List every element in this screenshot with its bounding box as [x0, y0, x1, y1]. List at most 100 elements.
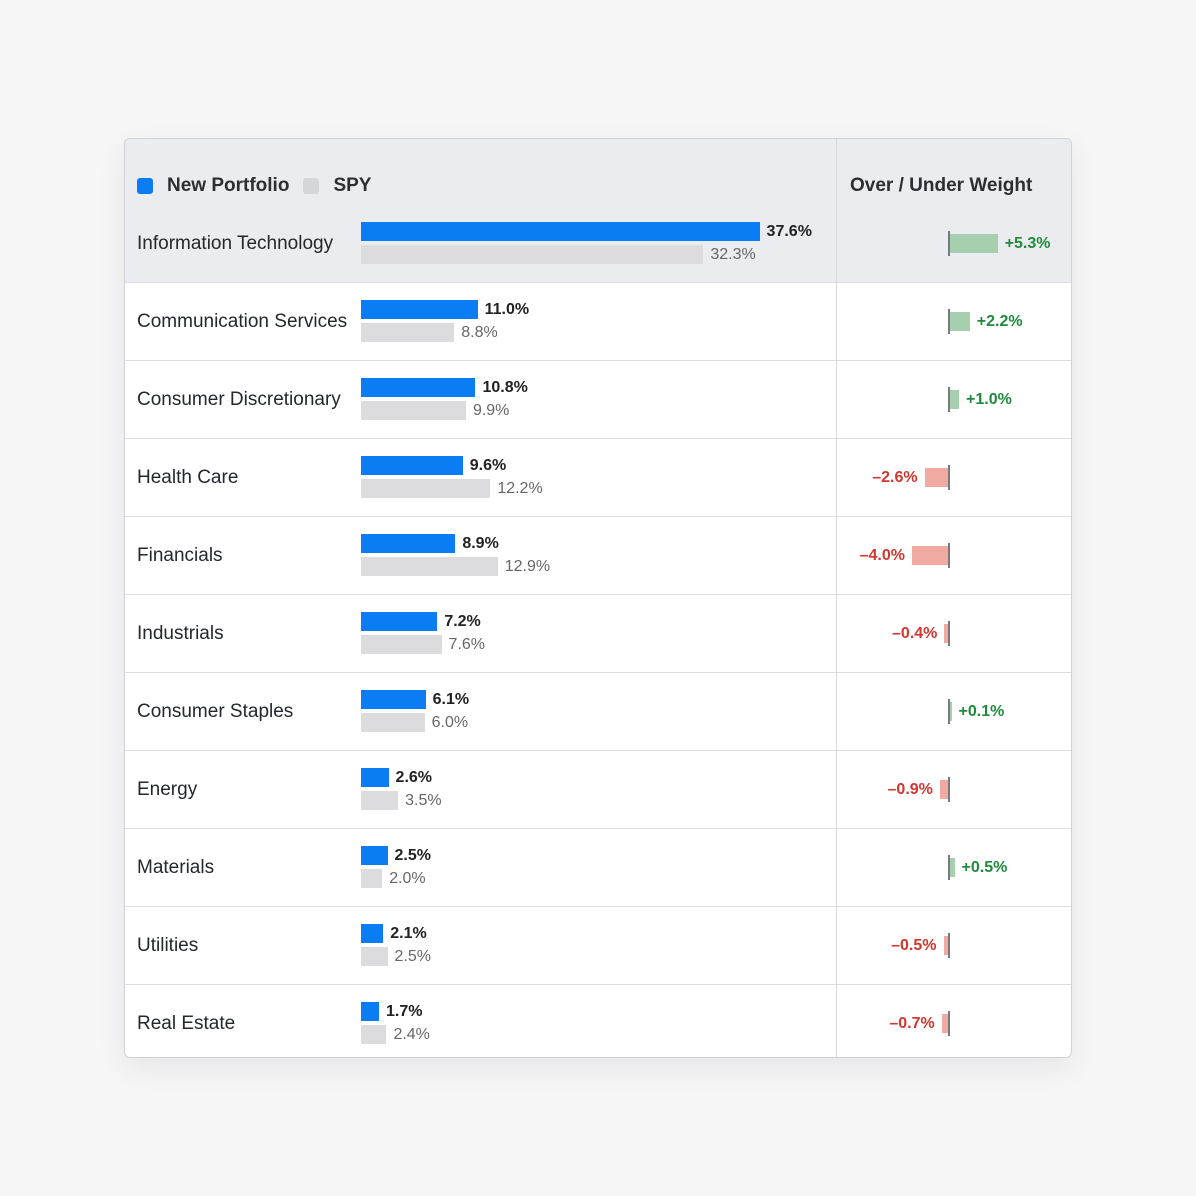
portfolio-value-label: 7.2%: [444, 613, 481, 630]
underweight-bar: [944, 624, 948, 643]
spy-bar: [361, 557, 498, 576]
spy-value-label: 3.5%: [405, 792, 442, 809]
overweight-bar: [950, 234, 998, 253]
spy-value-label: 9.9%: [472, 402, 510, 419]
spy-value-label: 7.6%: [448, 636, 486, 653]
underweight-bar: [912, 546, 948, 565]
sector-row-consumer-discretionary[interactable]: Consumer Discretionary 10.8% 9.9% +1.0%: [125, 361, 1071, 439]
underweight-bar: [941, 1014, 948, 1033]
spy-bar: [361, 323, 455, 342]
legend-portfolio-label: New Portfolio: [167, 175, 290, 196]
portfolio-swatch: [137, 178, 153, 194]
over-under-value-label: +1.0%: [966, 391, 1012, 408]
portfolio-value-label: 10.8%: [482, 379, 528, 396]
spy-bar: [361, 947, 388, 966]
spy-swatch: [303, 178, 320, 194]
sector-row-information-technology[interactable]: Information Technology 37.6% 32.3% +5.3%: [125, 205, 1071, 283]
sector-row-real-estate[interactable]: Real Estate 1.7% 2.4% –0.7%: [125, 985, 1071, 1057]
over-under-axis: [948, 777, 950, 802]
overweight-bar: [950, 858, 955, 877]
spy-value-label: 2.0%: [389, 870, 426, 887]
sector-row-health-care[interactable]: Health Care 9.6% 12.2% –2.6%: [125, 439, 1071, 517]
over-under-axis: [948, 387, 950, 412]
underweight-bar: [939, 780, 948, 799]
portfolio-bar: [361, 768, 389, 787]
sector-row-materials[interactable]: Materials 2.5% 2.0% +0.5%: [125, 829, 1071, 907]
portfolio-bar: [361, 456, 463, 475]
spy-value-label: 12.2%: [497, 480, 543, 497]
over-under-axis: [948, 309, 950, 334]
over-under-axis: [948, 1011, 950, 1036]
over-under-value-label: –0.4%: [892, 625, 938, 642]
portfolio-bar: [361, 1002, 380, 1021]
portfolio-value-label: 1.7%: [386, 1003, 423, 1020]
over-under-axis: [948, 621, 950, 646]
portfolio-value-label: 11.0%: [484, 301, 530, 318]
table-header: New Portfolio SPY Over / Under Weight: [125, 139, 1071, 206]
legend: New Portfolio SPY: [137, 175, 385, 197]
spy-value-label: 6.0%: [431, 714, 469, 731]
portfolio-value-label: 2.1%: [390, 925, 427, 942]
sector-label: Consumer Staples: [137, 700, 294, 722]
spy-bar: [361, 713, 425, 732]
over-under-axis: [948, 855, 950, 880]
sector-label: Utilities: [137, 934, 199, 956]
over-under-value-label: +0.5%: [961, 859, 1008, 876]
sector-label: Financials: [137, 544, 223, 566]
sector-label: Energy: [137, 778, 198, 800]
overweight-bar: [950, 702, 952, 721]
over-under-axis: [948, 933, 950, 958]
underweight-bar: [924, 468, 948, 487]
over-under-axis: [948, 543, 950, 568]
portfolio-bar: [361, 222, 760, 241]
portfolio-bar: [361, 924, 384, 943]
sector-row-utilities[interactable]: Utilities 2.1% 2.5% –0.5%: [125, 907, 1071, 985]
underweight-bar: [943, 936, 948, 955]
over-under-value-label: –0.5%: [891, 937, 937, 954]
portfolio-value-label: 37.6%: [766, 223, 812, 240]
portfolio-value-label: 8.9%: [462, 535, 499, 552]
portfolio-bar: [361, 534, 456, 553]
sector-label: Real Estate: [137, 1012, 236, 1034]
portfolio-bar: [361, 378, 476, 397]
over-under-value-label: +5.3%: [1004, 235, 1051, 252]
spy-bar: [361, 401, 466, 420]
over-under-value-label: –0.7%: [889, 1015, 935, 1032]
over-under-value-label: +0.1%: [958, 703, 1005, 720]
sector-label: Consumer Discretionary: [137, 388, 341, 410]
spy-bar: [361, 1025, 387, 1044]
sector-row-financials[interactable]: Financials 8.9% 12.9% –4.0%: [125, 517, 1071, 595]
portfolio-value-label: 9.6%: [469, 457, 507, 474]
column-divider: [836, 139, 837, 1057]
over-under-axis: [948, 699, 950, 724]
over-under-axis: [948, 465, 950, 490]
portfolio-value-label: 2.6%: [395, 769, 433, 786]
sector-row-energy[interactable]: Energy 2.6% 3.5% –0.9%: [125, 751, 1071, 829]
overweight-bar: [950, 312, 970, 331]
legend-spy-label: SPY: [333, 175, 372, 196]
over-under-value-label: –0.9%: [887, 781, 933, 798]
sector-label: Information Technology: [137, 232, 334, 254]
legend-item-portfolio[interactable]: New Portfolio: [137, 175, 289, 197]
over-under-header: Over / Under Weight: [850, 175, 1033, 196]
spy-bar: [361, 869, 383, 888]
spy-value-label: 2.4%: [393, 1026, 430, 1043]
portfolio-bar: [361, 690, 426, 709]
sector-row-consumer-staples[interactable]: Consumer Staples 6.1% 6.0% +0.1%: [125, 673, 1071, 751]
portfolio-bar: [361, 300, 478, 319]
sector-row-communication-services[interactable]: Communication Services 11.0% 8.8% +2.2%: [125, 283, 1071, 361]
spy-bar: [361, 635, 442, 654]
spy-value-label: 8.8%: [461, 324, 498, 341]
portfolio-bar: [361, 846, 388, 865]
over-under-axis: [948, 231, 950, 256]
spy-bar: [361, 245, 704, 264]
spy-bar: [361, 791, 399, 810]
legend-item-spy[interactable]: SPY: [303, 175, 371, 197]
portfolio-bar: [361, 612, 438, 631]
sector-label: Materials: [137, 856, 215, 878]
sector-row-industrials[interactable]: Industrials 7.2% 7.6% –0.4%: [125, 595, 1071, 673]
over-under-value-label: –4.0%: [859, 547, 905, 564]
portfolio-value-label: 6.1%: [432, 691, 470, 708]
sector-weights-card: New Portfolio SPY Over / Under Weight In…: [124, 138, 1072, 1058]
portfolio-value-label: 2.5%: [394, 847, 431, 864]
